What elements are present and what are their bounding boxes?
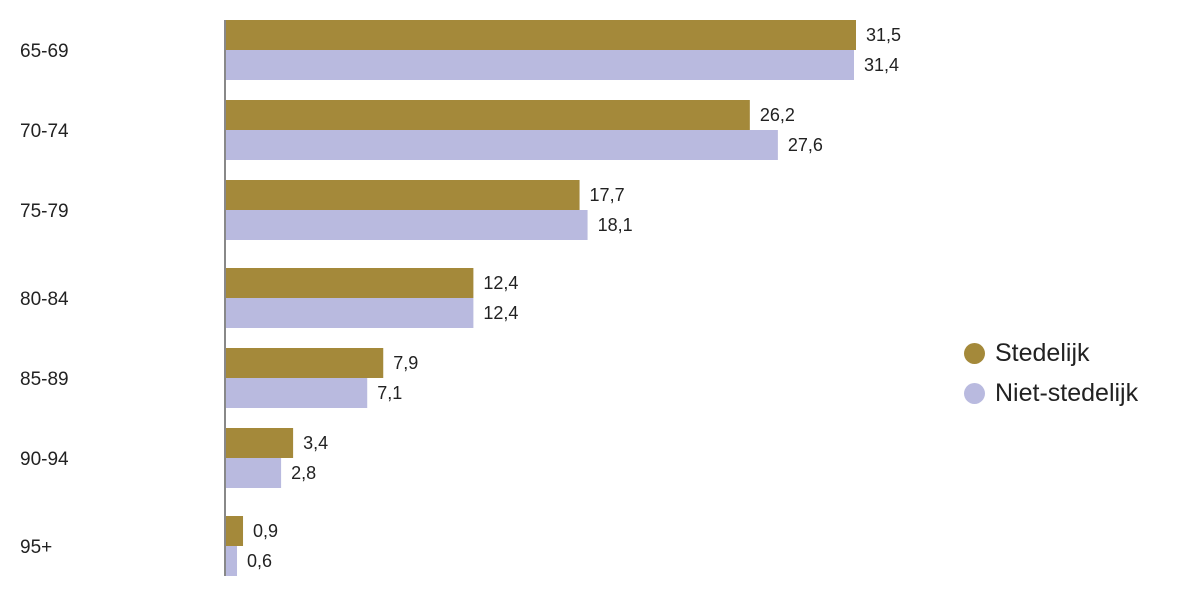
- category-label-90-94: 90-94: [20, 449, 69, 470]
- legend-swatch-stedelijk: [964, 342, 985, 364]
- value-label-niet-stedelijk-90-94: 2,8: [291, 463, 316, 483]
- legend-swatch-niet-stedelijk: [964, 382, 985, 404]
- value-label-niet-stedelijk-80-84: 12,4: [483, 303, 518, 323]
- category-label-65-69: 65-69: [20, 41, 69, 62]
- value-label-stedelijk-75-79: 17,7: [590, 185, 625, 205]
- bar-stedelijk-65-69: [225, 20, 856, 50]
- bar-stedelijk-80-84: [225, 268, 474, 298]
- legend-label-niet-stedelijk: Niet-stedelijk: [995, 378, 1139, 407]
- value-label-niet-stedelijk-65-69: 31,4: [864, 55, 899, 75]
- bar-niet-stedelijk-85-89: [225, 378, 368, 408]
- bar-stedelijk-85-89: [225, 348, 384, 378]
- value-label-stedelijk-95plus: 0,9: [253, 521, 278, 541]
- category-label-75-79: 75-79: [20, 201, 69, 222]
- category-label-85-89: 85-89: [20, 369, 69, 390]
- value-label-stedelijk-65-69: 31,5: [866, 25, 901, 45]
- bar-niet-stedelijk-75-79: [225, 210, 588, 240]
- bar-stedelijk-70-74: [225, 100, 750, 130]
- value-label-niet-stedelijk-70-74: 27,6: [788, 135, 823, 155]
- bar-niet-stedelijk-90-94: [225, 458, 282, 488]
- legend-item-niet-stedelijk: Niet-stedelijk: [964, 373, 1138, 413]
- bar-niet-stedelijk-70-74: [225, 130, 778, 160]
- value-label-niet-stedelijk-85-89: 7,1: [377, 383, 402, 403]
- value-label-stedelijk-85-89: 7,9: [393, 353, 418, 373]
- value-label-stedelijk-90-94: 3,4: [303, 433, 328, 453]
- category-label-70-74: 70-74: [20, 121, 69, 142]
- value-label-niet-stedelijk-95plus: 0,6: [247, 551, 272, 571]
- value-label-stedelijk-80-84: 12,4: [483, 273, 518, 293]
- value-label-niet-stedelijk-75-79: 18,1: [598, 215, 633, 235]
- value-label-stedelijk-70-74: 26,2: [760, 105, 795, 125]
- bar-stedelijk-95plus: [225, 516, 244, 546]
- category-label-80-84: 80-84: [20, 289, 69, 310]
- legend-item-stedelijk: Stedelijk: [964, 333, 1138, 373]
- category-label-95plus: 95+: [20, 537, 52, 558]
- bar-stedelijk-75-79: [225, 180, 580, 210]
- legend: Stedelijk Niet-stedelijk: [964, 333, 1138, 413]
- bar-niet-stedelijk-95plus: [225, 546, 238, 576]
- bar-stedelijk-90-94: [225, 428, 294, 458]
- legend-label-stedelijk: Stedelijk: [995, 338, 1090, 367]
- bar-niet-stedelijk-80-84: [225, 298, 474, 328]
- bar-niet-stedelijk-65-69: [225, 50, 854, 80]
